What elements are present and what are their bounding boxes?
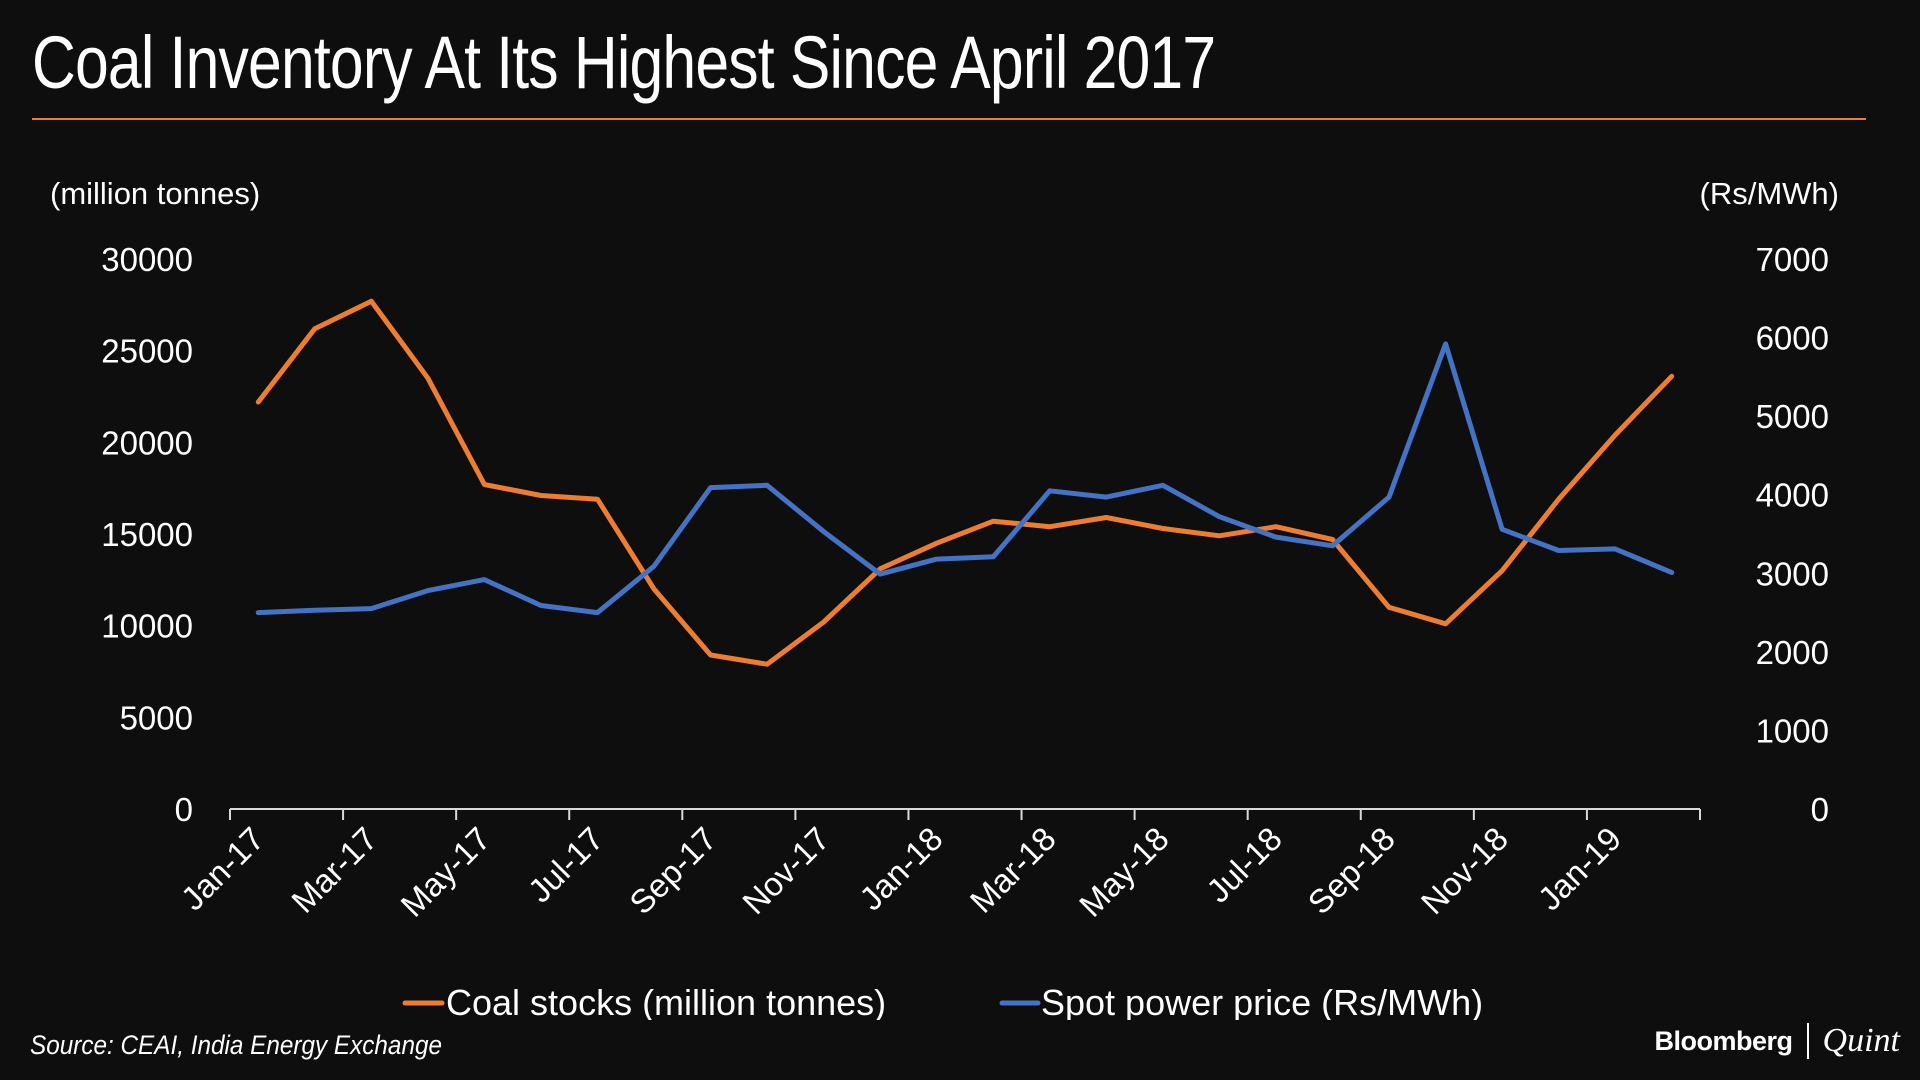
- chart-title: Coal Inventory At Its Highest Since Apri…: [32, 21, 1216, 104]
- series-layer: [255, 298, 1675, 667]
- x-tick-label: Jan-17: [174, 820, 272, 918]
- x-tick-label: Jul-18: [1199, 820, 1289, 910]
- legend: Coal stocks (million tonnes) Spot power …: [402, 982, 1483, 1020]
- left-tick-label: 30000: [101, 241, 193, 278]
- left-axis-title: (million tonnes): [50, 176, 260, 211]
- right-tick-label: 6000: [1756, 320, 1829, 357]
- x-tick-label: Jul-17: [521, 820, 611, 910]
- x-tick-label: Nov-18: [1414, 820, 1515, 921]
- x-tick-label: May-18: [1072, 820, 1176, 924]
- x-tick-label: Jan-19: [1531, 820, 1629, 918]
- right-tick-label: 0: [1811, 791, 1829, 828]
- title-underline: [32, 118, 1866, 120]
- right-tick-label: 5000: [1756, 398, 1829, 435]
- left-tick-label: 20000: [101, 424, 193, 461]
- brand-bloomberg: Bloomberg: [1654, 1025, 1794, 1056]
- brand-logo: Bloomberg Quint: [1655, 1022, 1900, 1060]
- x-tick-label: Jan-18: [852, 820, 950, 918]
- x-axis: Jan-17 Mar-17 May-17 Jul-17 Sep-17 Nov-17 Jan-…: [174, 809, 1701, 924]
- right-tick-label: 1000: [1756, 712, 1829, 749]
- x-tick-label: Mar-17: [284, 820, 384, 920]
- right-tick-label: 2000: [1756, 634, 1829, 671]
- right-tick-label: 4000: [1756, 477, 1829, 514]
- left-tick-label: 25000: [101, 333, 193, 370]
- x-tick-label: Mar-18: [963, 820, 1063, 920]
- right-axis-title: (Rs/MWh): [1700, 176, 1839, 211]
- left-tick-label: 15000: [101, 516, 193, 553]
- brand-divider: [1806, 1023, 1809, 1059]
- legend-power-label: Spot power price (Rs/MWh): [1041, 982, 1483, 1020]
- legend-coal-label: Coal stocks (million tonnes): [446, 982, 886, 1020]
- x-tick-label: Nov-17: [735, 820, 836, 921]
- coal-stocks-line: [255, 298, 1675, 667]
- x-tick-label: May-17: [393, 820, 497, 924]
- left-tick-label: 0: [175, 791, 193, 828]
- x-tick-label: Sep-17: [622, 820, 723, 921]
- right-tick-label: 7000: [1756, 241, 1829, 278]
- left-tick-label: 5000: [120, 699, 193, 736]
- brand-quint: Quint: [1822, 1022, 1900, 1059]
- line-chart: (million tonnes) (Rs/MWh) 05000100001500…: [50, 176, 1839, 1020]
- source-note: Source: CEAI, India Energy Exchange: [30, 1030, 442, 1060]
- spot-power-price-line: [255, 341, 1675, 616]
- right-axis: 0 1000 2000 3000 4000 5000 6000 7000: [1756, 241, 1829, 828]
- left-tick-label: 10000: [101, 608, 193, 645]
- right-tick-label: 3000: [1756, 555, 1829, 592]
- x-tick-label: Sep-18: [1301, 820, 1402, 921]
- left-axis: 0 5000 10000 15000 20000 25000 30000: [101, 241, 193, 828]
